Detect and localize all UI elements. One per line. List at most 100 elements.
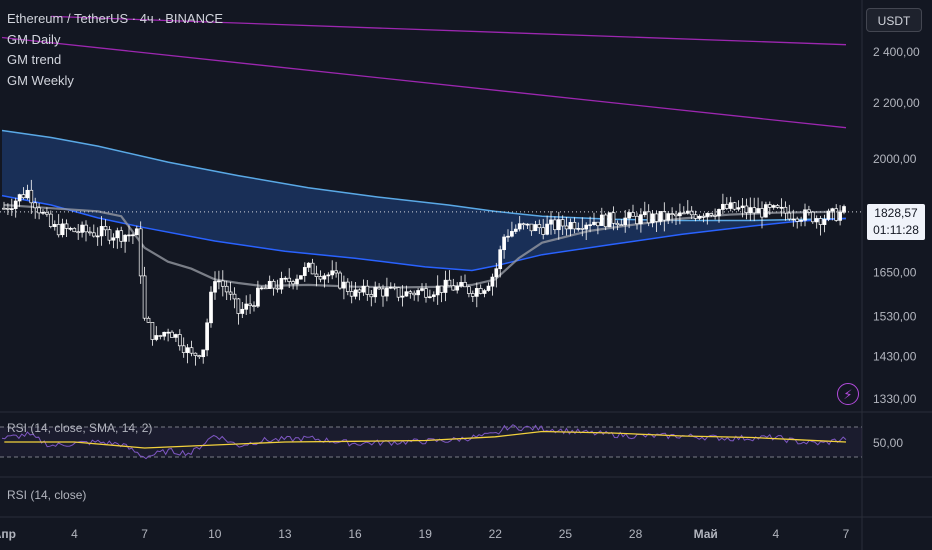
candle-up xyxy=(13,200,18,209)
candle-up xyxy=(830,208,835,212)
candle-up xyxy=(166,331,170,334)
candle-up xyxy=(517,223,522,230)
candle-up xyxy=(306,262,311,268)
rsi2-indicator-label[interactable]: RSI (14, close) xyxy=(7,488,87,502)
candle-up xyxy=(678,212,682,217)
candle-up xyxy=(771,205,776,208)
candle-up xyxy=(302,267,307,276)
candle-up xyxy=(584,224,589,230)
candle-down xyxy=(775,205,780,208)
candle-down xyxy=(787,212,792,220)
candle-up xyxy=(134,228,139,236)
candle-up xyxy=(791,218,796,221)
candle-down xyxy=(64,223,69,229)
candle-down xyxy=(381,288,385,297)
candle-up xyxy=(174,334,178,338)
candle-up xyxy=(342,281,346,289)
candle-up xyxy=(728,202,733,209)
x-tick-label: 7 xyxy=(843,527,850,541)
candle-up xyxy=(510,231,514,237)
indicator-gm-daily[interactable]: GM Daily xyxy=(7,32,61,47)
candle-up xyxy=(533,224,538,232)
candle-down xyxy=(150,322,155,340)
candle-up xyxy=(822,219,827,225)
y-tick-label: 2 400,00 xyxy=(873,45,920,59)
candle-down xyxy=(76,231,81,234)
indicator-gm-trend[interactable]: GM trend xyxy=(7,52,62,67)
candle-down xyxy=(287,277,292,282)
candle-up xyxy=(666,213,671,221)
candle-down xyxy=(654,213,659,222)
candle-up xyxy=(9,208,14,210)
candle-down xyxy=(701,215,706,218)
candle-down xyxy=(369,294,374,298)
y-tick-label: 2000,00 xyxy=(873,152,917,166)
indicator-gm-weekly[interactable]: GM Weekly xyxy=(7,73,74,88)
candle-down xyxy=(392,286,397,289)
candle-up xyxy=(705,213,710,217)
y-tick-label: 1650,00 xyxy=(873,265,917,279)
candle-down xyxy=(619,224,624,227)
symbol-title[interactable]: Ethereum / TetherUS · 4ч · BINANCE xyxy=(7,11,224,26)
candle-down xyxy=(33,202,38,209)
candle-up xyxy=(162,331,167,337)
candle-up xyxy=(244,303,249,310)
candle-down xyxy=(580,228,585,230)
candle-down xyxy=(349,291,354,297)
candle-up xyxy=(482,290,487,294)
candle-down xyxy=(408,291,413,294)
candle-up xyxy=(443,279,448,293)
x-tick-label: Май xyxy=(694,527,718,541)
candle-down xyxy=(670,213,674,215)
candle-down xyxy=(810,211,815,223)
candle-down xyxy=(767,204,772,208)
y-tick-label: 2 200,00 xyxy=(873,96,920,110)
candle-down xyxy=(142,275,147,319)
rsi-indicator-label[interactable]: RSI (14, close, SMA, 14, 2) xyxy=(7,421,153,435)
candle-up xyxy=(592,221,596,226)
candle-down xyxy=(357,289,362,293)
candle-down xyxy=(760,208,764,218)
candle-up xyxy=(556,219,561,231)
x-tick-label: 16 xyxy=(348,527,362,541)
candle-up xyxy=(123,234,127,242)
candle-down xyxy=(646,211,651,224)
y-tick-label: 1530,00 xyxy=(873,310,917,324)
candle-up xyxy=(111,237,116,241)
candle-up xyxy=(385,287,389,297)
candle-up xyxy=(490,276,495,287)
candle-up xyxy=(283,277,288,280)
candle-down xyxy=(377,287,381,290)
lightning-icon[interactable]: ⚡ xyxy=(837,383,859,405)
candle-down xyxy=(537,224,542,229)
y-tick-label: 1430,00 xyxy=(873,349,917,363)
candle-up xyxy=(740,205,745,208)
candle-down xyxy=(334,270,338,274)
candle-down xyxy=(572,222,577,230)
candle-down xyxy=(689,210,694,216)
candle-down xyxy=(447,279,452,287)
candle-down xyxy=(744,205,749,213)
candle-up xyxy=(506,235,510,238)
candle-up xyxy=(209,291,213,324)
candle-up xyxy=(486,285,491,291)
candle-down xyxy=(275,287,280,290)
x-tick-label: 28 xyxy=(629,527,643,541)
candle-down xyxy=(107,229,112,241)
candle-up xyxy=(256,287,260,307)
candle-down xyxy=(713,214,717,217)
currency-button[interactable]: USDT xyxy=(866,8,922,32)
candle-down xyxy=(263,287,268,290)
candle-up xyxy=(545,223,549,235)
candle-down xyxy=(818,218,823,225)
candle-up xyxy=(717,209,721,217)
candle-down xyxy=(146,317,151,323)
candle-up xyxy=(607,212,612,228)
candle-up xyxy=(576,228,581,230)
rsi-value-label: 50,00 xyxy=(873,436,903,450)
candle-up xyxy=(201,349,206,358)
candle-up xyxy=(748,207,753,214)
candle-up xyxy=(373,287,378,298)
